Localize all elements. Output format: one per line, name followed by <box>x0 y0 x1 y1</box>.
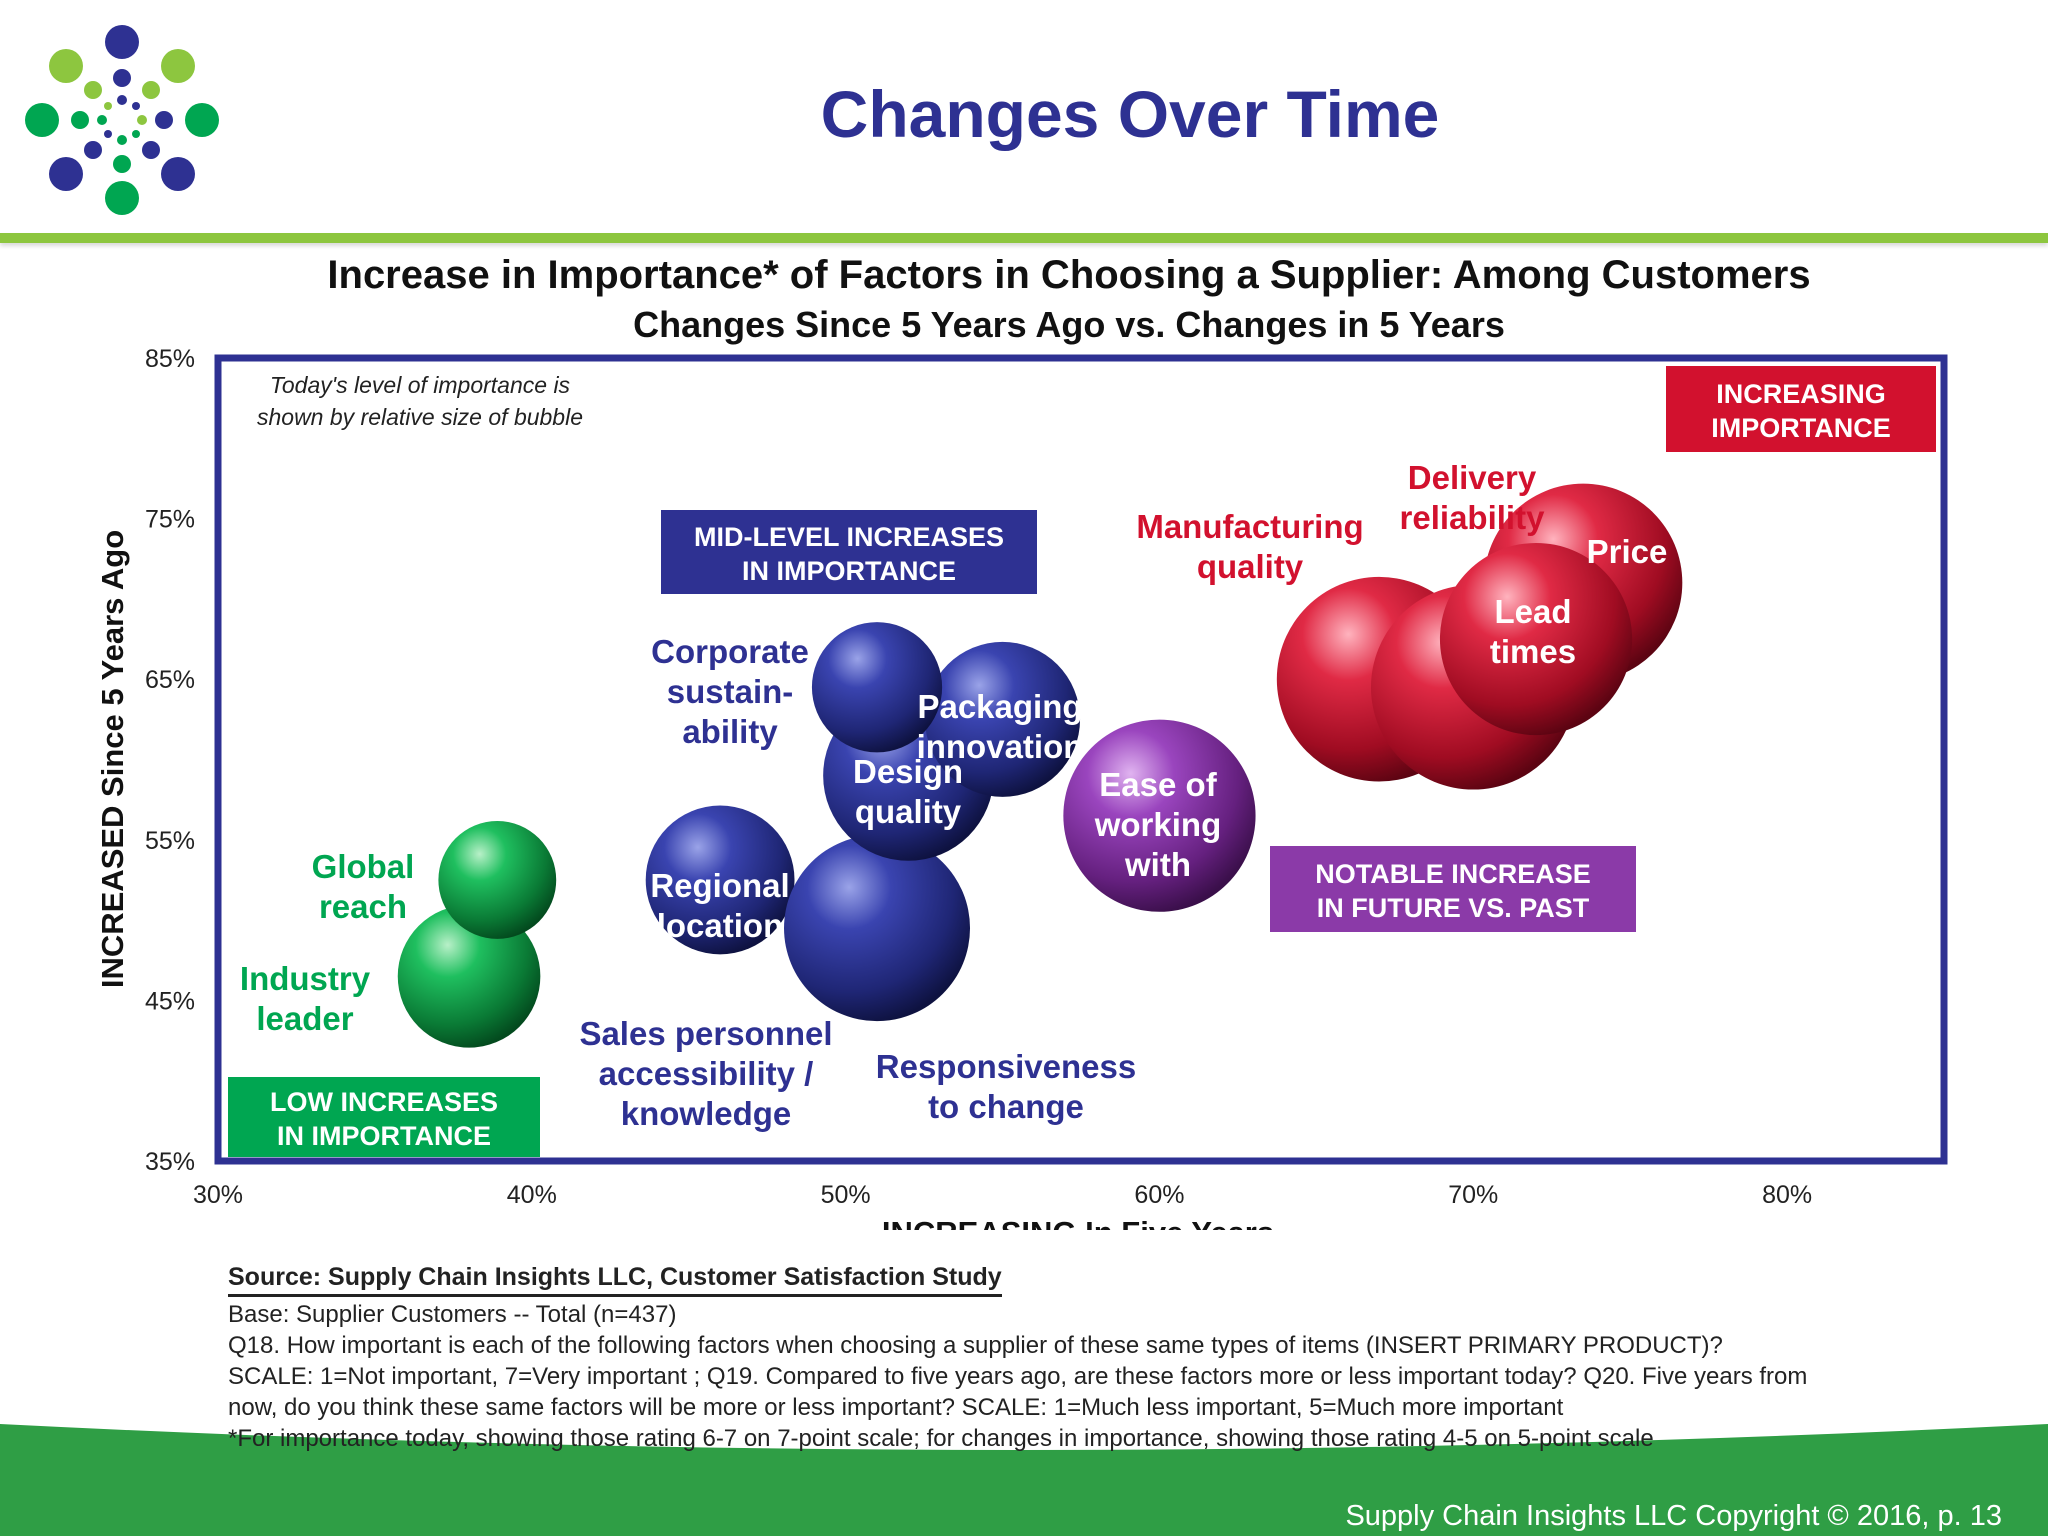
region-box-bg <box>228 1077 540 1157</box>
y-axis-label: INCREASED Since 5 Years Ago <box>95 530 130 988</box>
bubble-lead-times <box>1439 542 1633 736</box>
region-box-label: IN IMPORTANCE <box>742 556 956 586</box>
bubble-label: Regional <box>650 867 789 904</box>
region-box-label: IMPORTANCE <box>1711 413 1891 443</box>
footnotes: Source: Supply Chain Insights LLC, Custo… <box>228 1262 1968 1454</box>
bubble-label: Industry <box>240 960 371 997</box>
region-box-low: LOW INCREASES IN IMPORTANCE <box>228 1077 540 1157</box>
bubble-label: Responsiveness <box>876 1048 1136 1085</box>
plot-frame <box>214 354 1948 1165</box>
question-note-3: now, do you think these same factors wil… <box>228 1394 1564 1421</box>
x-tick-label: 60% <box>1134 1181 1184 1209</box>
region-box-label: INCREASING <box>1716 379 1886 409</box>
bubble-label: Price <box>1587 533 1668 570</box>
question-note-1: Q18. How important is each of the follow… <box>228 1332 1723 1359</box>
x-axis-label: INCREASING In Five Years <box>882 1215 1274 1230</box>
bubble-label: Delivery <box>1408 459 1537 496</box>
y-tick-label: 75% <box>145 506 195 534</box>
y-tick-label: 65% <box>145 666 195 694</box>
size-note: Today's level of importance is <box>270 372 571 398</box>
x-tick-label: 70% <box>1448 1181 1498 1209</box>
bubble-label: innovation <box>917 728 1084 765</box>
bubble-label: working <box>1094 806 1222 843</box>
bubble-label: leader <box>256 1000 353 1037</box>
bubble-global-reach <box>438 821 557 939</box>
bubble-label: Packaging <box>917 688 1082 725</box>
x-tick-label: 80% <box>1762 1181 1812 1209</box>
bubble-label: to change <box>928 1088 1084 1125</box>
chart-title: Increase in Importance* of Factors in Ch… <box>327 253 1810 297</box>
bubble-label: location <box>657 907 784 944</box>
bubble-label: ability <box>682 713 778 750</box>
bubble-label: reach <box>319 888 407 925</box>
bubble-label: quality <box>1197 548 1304 585</box>
asterisk-note: *For importance today, showing those rat… <box>228 1425 1654 1452</box>
x-tick-label: 40% <box>507 1181 557 1209</box>
region-box-bg <box>1666 366 1936 452</box>
bubble-label: with <box>1124 846 1191 883</box>
bubble-label: Design <box>853 753 963 790</box>
bubble-label: quality <box>855 793 962 830</box>
bubble-label: sustain- <box>667 673 794 710</box>
bubble-ease-of-working-with <box>1063 719 1256 912</box>
copyright-text: Supply Chain Insights LLC Copyright © 20… <box>1345 1500 2002 1532</box>
y-tick-label: 45% <box>145 987 195 1015</box>
question-note-2: SCALE: 1=Not important, 7=Very important… <box>228 1363 1808 1390</box>
size-note: shown by relative size of bubble <box>257 404 583 430</box>
bubble-packaging-innovation <box>925 641 1081 797</box>
chart-subtitle: Changes Since 5 Years Ago vs. Changes in… <box>633 304 1505 345</box>
bubble-label: accessibility / <box>599 1055 814 1092</box>
bubble-label: Manufacturing <box>1136 508 1363 545</box>
bubble-chart: Increase in Importance* of Factors in Ch… <box>95 253 1948 1230</box>
bubble-label: knowledge <box>621 1095 792 1132</box>
region-box-label: MID-LEVEL INCREASES <box>694 522 1004 552</box>
region-box-high: INCREASING IMPORTANCE <box>1666 366 1936 452</box>
base-note: Base: Supplier Customers -- Total (n=437… <box>228 1301 677 1328</box>
bubble-sales-personnel-accessibility-knowledge <box>784 835 971 1022</box>
region-box-label: IN IMPORTANCE <box>277 1121 491 1151</box>
region-box-notable: NOTABLE INCREASE IN FUTURE VS. PAST <box>1270 846 1636 932</box>
bubble-label: Sales personnel <box>579 1015 832 1052</box>
x-tick-label: 30% <box>193 1181 243 1209</box>
y-tick-label: 85% <box>145 345 195 373</box>
region-box-bg <box>1270 846 1636 932</box>
slide-title: Changes Over Time <box>820 77 1440 151</box>
y-tick-label: 55% <box>145 827 195 855</box>
bubble-label: Corporate <box>651 633 809 670</box>
title-divider <box>0 233 2048 243</box>
bubble-industry-leader <box>397 905 541 1048</box>
logo-icon <box>25 25 219 215</box>
bubble-label: Lead <box>1494 593 1571 630</box>
region-box-mid: MID-LEVEL INCREASES IN IMPORTANCE <box>661 510 1037 594</box>
region-box-label: LOW INCREASES <box>270 1087 498 1117</box>
bubble-label: Global <box>312 848 415 885</box>
region-box-bg <box>661 510 1037 594</box>
bubble-label: times <box>1490 633 1576 670</box>
source-note: Source: Supply Chain Insights LLC, Custo… <box>228 1262 1002 1297</box>
x-tick-label: 50% <box>821 1181 871 1209</box>
region-box-label: IN FUTURE VS. PAST <box>1317 893 1590 923</box>
bubble-label: Ease of <box>1099 766 1217 803</box>
region-box-label: NOTABLE INCREASE <box>1315 859 1591 889</box>
y-tick-label: 35% <box>145 1148 195 1176</box>
bubble-label: reliability <box>1400 499 1546 536</box>
bubble-corporate-sustainability <box>811 622 943 753</box>
bubble-regional-location <box>645 805 795 955</box>
